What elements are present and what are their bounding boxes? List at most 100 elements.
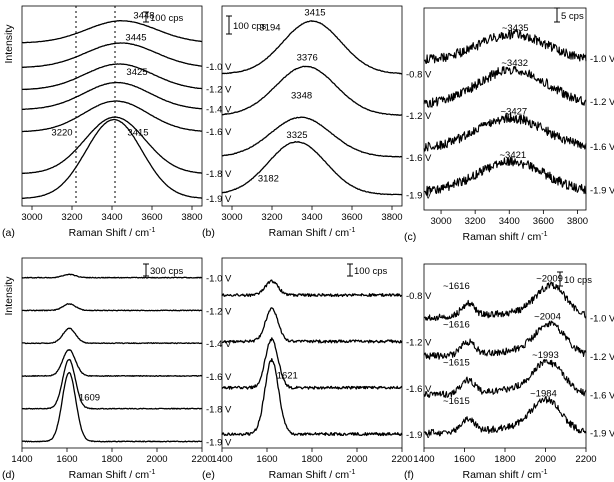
x-tick-label: 1600	[56, 454, 77, 465]
scale-bar	[554, 7, 560, 23]
peak-annotation: 3415	[304, 7, 325, 18]
panel-letter: (c)	[404, 231, 416, 243]
x-tick-label: 3600	[341, 212, 362, 223]
panel-d: 1400 1600 1800 2000 2200 Raman Shift / cm-1 (d…	[2, 257, 232, 481]
peak-annotation: ~3435	[502, 23, 529, 34]
spectrum--1_6V	[423, 112, 587, 152]
spectrum--1_9V	[221, 140, 403, 196]
panel-f: 1400 1600 1800 2000 2200 Raman shift / cm-1 (f…	[404, 263, 614, 481]
series-label: -1.4 V	[206, 105, 232, 116]
peak-annotation: ~2004	[534, 312, 561, 323]
panel-e: 1400 1600 1800 2000 2200 Raman Shift / cm-1 (e…	[202, 257, 432, 481]
peak-annotation: ~1615	[443, 358, 470, 369]
spectrum-top	[21, 20, 203, 44]
plot-frame	[221, 257, 403, 449]
peak-annotation: ~1616	[443, 319, 470, 330]
x-tick-label: 2200	[191, 454, 212, 465]
plot-frame	[221, 5, 403, 207]
x-tick-label: 3800	[181, 212, 202, 223]
peak-annotation: ~2009	[536, 273, 563, 284]
spectrum--1_0V	[21, 273, 203, 279]
series-label: -1.6 V	[590, 142, 614, 153]
series-label: -1.9 V	[590, 429, 614, 440]
peak-annotation: 1621	[277, 370, 298, 381]
scale-bar-label: 100 cps	[233, 21, 267, 32]
peak-annotation: ~3427	[501, 106, 528, 117]
series-label: -1.9 V	[206, 437, 232, 448]
scale-bar-label: 300 cps	[150, 266, 184, 277]
x-tick-label: 2000	[146, 454, 167, 465]
spectrum--1_9V	[22, 371, 203, 443]
peak-annotation: ~3432	[501, 58, 528, 69]
x-tick-label: 3400	[101, 212, 122, 223]
peak-annotation: 3220	[51, 128, 72, 139]
spectrum--1_2V	[423, 65, 587, 108]
scale-bar	[557, 271, 563, 287]
x-tick-label: 3400	[301, 212, 322, 223]
series-label: -1.9 V	[406, 430, 432, 441]
series-label: -1.2 V	[206, 85, 232, 96]
panel-letter: (b)	[202, 227, 215, 239]
series-label: -1.0 V	[590, 54, 614, 65]
peak-annotation: ~3421	[500, 150, 527, 161]
x-tick-label: 3800	[567, 216, 588, 227]
plot-frame	[423, 7, 587, 211]
x-tick-label: 3200	[261, 212, 282, 223]
peak-annotation: ~1984	[530, 388, 557, 399]
x-axis-label: Raman Shift / cm-1	[69, 469, 156, 481]
spectrum--0_8V	[221, 279, 403, 298]
x-tick-label: 1800	[101, 454, 122, 465]
series-label: -1.2 V	[406, 111, 432, 122]
x-tick-label: 1600	[256, 454, 277, 465]
scale-bar-label: 100 cps	[150, 13, 184, 24]
x-tick-label: 2000	[535, 454, 556, 465]
peak-annotation: 3415	[127, 128, 148, 139]
spectrum--1_2V	[423, 320, 587, 360]
x-tick-label: 3000	[21, 212, 42, 223]
x-tick-label: 3600	[141, 212, 162, 223]
scale-bar-label: 5 cps	[561, 11, 584, 22]
spectrum--1_9V	[423, 156, 587, 196]
series-label: -1.2 V	[590, 97, 614, 108]
x-tick-label: 1400	[11, 454, 32, 465]
y-axis-label: Intensity	[3, 276, 15, 316]
x-tick-label: 2000	[346, 454, 367, 465]
x-tick-label: 3400	[499, 216, 520, 227]
x-axis-label: Raman Shift / cm-1	[69, 227, 156, 239]
peak-annotation: 3194	[259, 23, 280, 34]
x-tick-label: 3000	[221, 212, 242, 223]
x-tick-label: 3800	[381, 212, 402, 223]
x-tick-label: 1400	[211, 454, 232, 465]
series-label: -1.2 V	[590, 352, 614, 363]
peak-annotation: 1609	[79, 393, 100, 404]
series-label: -1.0 V	[206, 274, 232, 285]
x-tick-label: 1800	[301, 454, 322, 465]
peak-annotation: 3448	[133, 10, 154, 21]
peak-annotation: ~1616	[443, 281, 470, 292]
x-tick-label: 1400	[413, 454, 434, 465]
x-tick-label: 3000	[430, 216, 451, 227]
spectrum--1_2V	[21, 63, 203, 91]
spectrum--1_2V	[21, 303, 203, 312]
series-label: -1.6 V	[206, 372, 232, 383]
x-tick-label: 1800	[494, 454, 515, 465]
peak-annotation: ~1615	[443, 396, 470, 407]
x-tick-label: 2200	[575, 454, 596, 465]
panel-letter: (e)	[202, 469, 215, 481]
panel-c: 3000 3200 3400 3600 3800 Raman shift / cm-1 (c…	[404, 7, 614, 243]
series-label: -1.9 V	[206, 194, 232, 205]
series-label: -1.6 V	[590, 390, 614, 401]
panel-letter: (a)	[2, 227, 15, 239]
spectrum--1_6V	[221, 337, 403, 390]
series-label: -1.9 V	[406, 191, 432, 202]
x-tick-label: 3200	[465, 216, 486, 227]
spectrum--1_9V	[21, 118, 203, 199]
x-tick-label: 3200	[61, 212, 82, 223]
spectrum--1_8V	[21, 358, 203, 410]
x-axis-label: Raman shift / cm-1	[462, 231, 547, 243]
peak-annotation: 3376	[297, 53, 318, 64]
x-tick-label: 1600	[454, 454, 475, 465]
panel-b: 3000 3200 3400 3600 3800 Raman Shift / cm-1 (b…	[202, 5, 432, 239]
peak-annotation: 3325	[286, 130, 307, 141]
